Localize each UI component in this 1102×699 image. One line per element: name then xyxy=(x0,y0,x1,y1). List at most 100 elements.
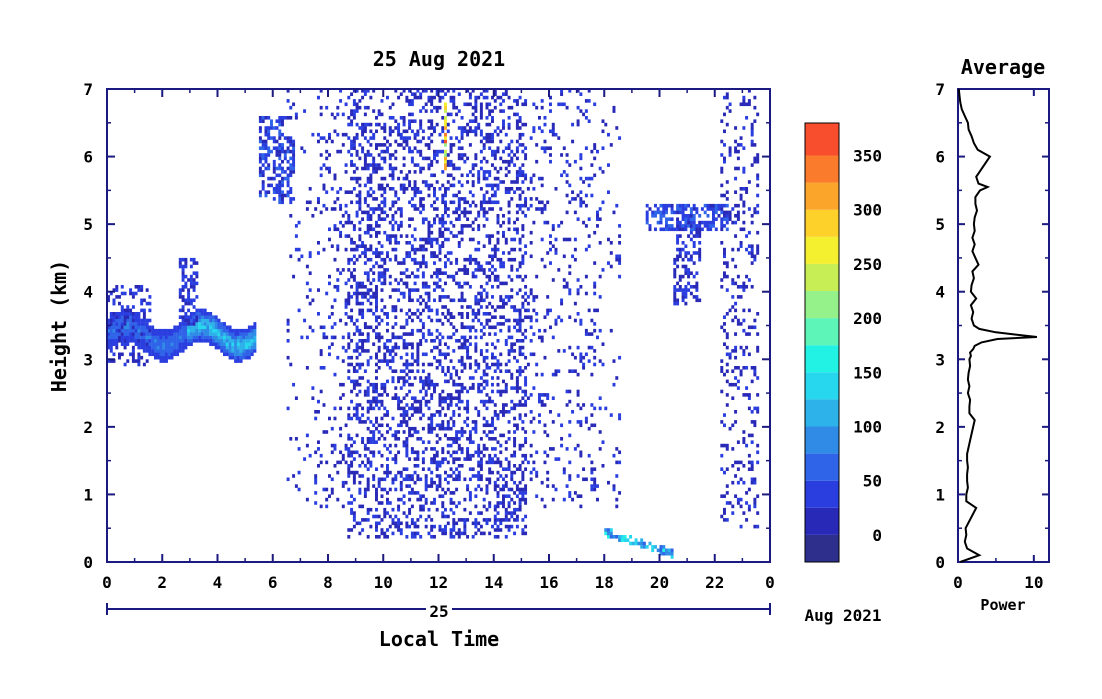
heatmap-cell xyxy=(615,460,619,465)
heatmap-cell xyxy=(739,369,743,373)
heatmap-cell xyxy=(192,318,196,323)
heatmap-cell xyxy=(474,312,478,316)
heatmap-cell xyxy=(684,264,688,269)
heatmap-cell xyxy=(372,406,376,411)
heatmap-cell xyxy=(200,339,204,343)
heatmap-cell xyxy=(466,305,470,309)
heatmap-cell xyxy=(455,136,459,140)
heatmap-cell xyxy=(405,423,409,428)
heatmap-cell xyxy=(507,420,511,424)
heatmap-cell xyxy=(615,497,619,502)
heatmap-cell xyxy=(419,342,423,346)
heatmap-cell xyxy=(430,163,434,167)
heatmap-cell xyxy=(261,146,265,150)
heatmap-cell xyxy=(131,349,135,353)
heatmap-cell xyxy=(250,339,254,343)
heatmap-cell xyxy=(444,281,447,286)
heatmap-cell xyxy=(433,207,436,211)
heatmap-cell xyxy=(286,136,290,140)
heatmap-cell xyxy=(477,224,481,228)
heatmap-cell xyxy=(645,214,649,218)
heatmap-cell xyxy=(333,372,337,377)
heatmap-cell xyxy=(510,345,514,350)
heatmap-cell xyxy=(601,362,605,367)
heatmap-cell xyxy=(524,328,528,333)
heatmap-cell xyxy=(361,312,365,316)
heatmap-cell xyxy=(457,241,461,245)
heatmap-cell xyxy=(394,190,398,194)
heatmap-cell xyxy=(659,220,663,225)
heatmap-cell xyxy=(242,328,246,333)
heatmap-cell xyxy=(601,129,605,134)
heatmap-cell xyxy=(347,464,351,468)
heatmap-cell xyxy=(513,180,517,184)
heatmap-cell xyxy=(435,460,439,465)
heatmap-cell xyxy=(200,312,204,316)
heatmap-cell xyxy=(336,227,340,232)
heatmap-cell xyxy=(231,355,235,360)
heatmap-cell xyxy=(474,257,478,262)
heatmap-cell xyxy=(457,298,461,303)
heatmap-cell xyxy=(258,146,262,150)
heatmap-cell xyxy=(405,413,409,417)
heatmap-cell xyxy=(292,102,296,107)
heatmap-cell xyxy=(540,497,544,502)
heatmap-cell xyxy=(165,345,168,350)
heatmap-cell xyxy=(435,382,439,387)
heatmap-cell xyxy=(449,535,453,539)
heatmap-cell xyxy=(524,514,528,519)
heatmap-cell xyxy=(457,207,461,211)
heatmap-cell xyxy=(742,170,746,174)
heatmap-cell xyxy=(397,122,401,127)
heatmap-cell xyxy=(333,200,337,205)
heatmap-cell xyxy=(242,342,246,346)
heatmap-cell xyxy=(720,278,724,282)
heatmap-cell xyxy=(355,325,359,330)
heatmap-cell xyxy=(468,325,472,330)
heatmap-cell xyxy=(479,450,483,455)
heatmap-cell xyxy=(408,457,412,461)
heatmap-cell xyxy=(687,234,691,238)
heatmap-cell xyxy=(413,146,417,150)
heatmap-cell xyxy=(634,541,638,546)
heatmap-cell xyxy=(601,268,605,272)
heatmap-cell xyxy=(477,386,481,390)
heatmap-cell xyxy=(424,484,428,488)
heatmap-cell xyxy=(366,298,370,303)
heatmap-cell xyxy=(430,318,434,323)
heatmap-cell xyxy=(468,328,472,333)
heatmap-cell xyxy=(383,136,387,140)
heatmap-cell xyxy=(590,467,594,471)
heatmap-cell xyxy=(131,339,135,343)
heatmap-cell xyxy=(181,335,185,340)
heatmap-cell xyxy=(319,210,323,215)
heatmap-cell xyxy=(391,305,395,309)
heatmap-cell xyxy=(576,278,580,282)
heatmap-cell xyxy=(203,322,207,326)
heatmap-cell xyxy=(223,335,226,340)
heatmap-cell xyxy=(372,295,376,299)
heatmap-cell xyxy=(468,477,472,482)
heatmap-cell xyxy=(507,494,511,498)
heatmap-cell xyxy=(386,251,389,255)
heatmap-cell xyxy=(375,251,378,255)
heatmap-cell xyxy=(375,528,378,532)
heatmap-cell xyxy=(444,166,447,171)
heatmap-cell xyxy=(549,261,552,265)
heatmap-cell xyxy=(543,355,547,360)
heatmap-cell xyxy=(192,285,196,289)
heatmap-cell xyxy=(502,389,505,394)
heatmap-cell xyxy=(435,474,439,478)
heatmap-cell xyxy=(435,453,439,458)
heatmap-cell xyxy=(601,200,605,205)
heatmap-cell xyxy=(408,136,412,140)
heatmap-cell xyxy=(212,328,215,333)
heatmap-cell xyxy=(435,285,439,289)
heatmap-cell xyxy=(142,362,146,367)
heatmap-cell xyxy=(692,214,696,218)
heatmap-cell xyxy=(115,288,119,292)
heatmap-cell xyxy=(479,352,483,357)
heatmap-cell xyxy=(474,426,478,431)
heatmap-cell xyxy=(491,264,494,269)
heatmap-cell xyxy=(386,149,389,154)
